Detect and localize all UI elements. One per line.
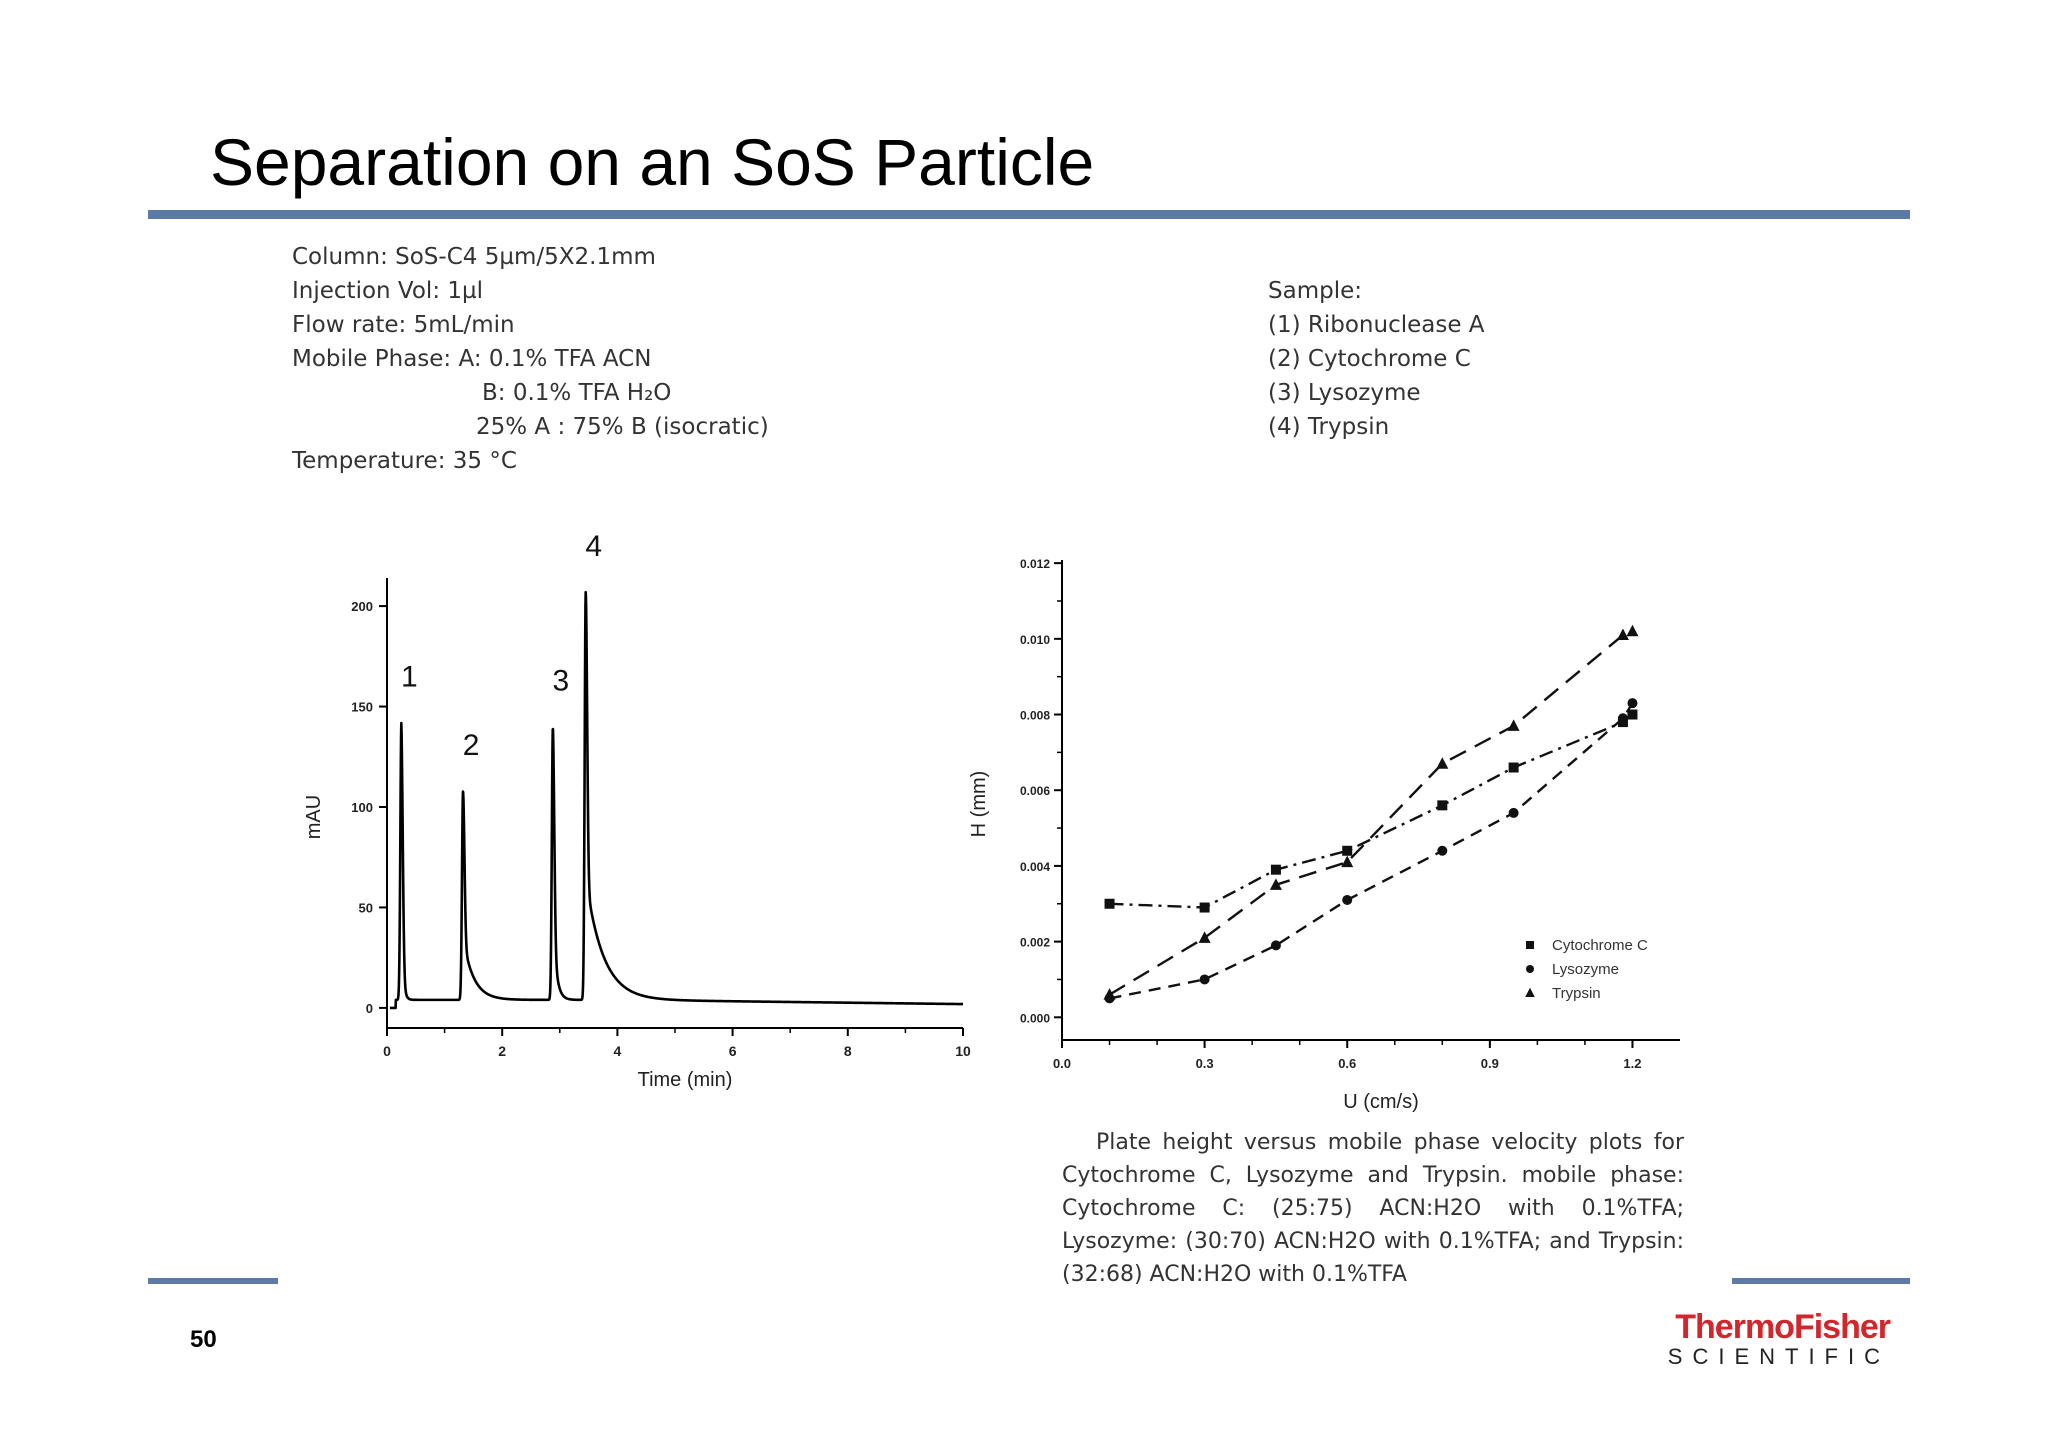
mobile-phase-ratio: 25% A : 75% B (isocratic) [476,414,769,440]
hplot-point [1199,902,1210,913]
sample-item: (4) Trypsin [1268,414,1390,440]
sample-list: Sample: (1) Ribonuclease A (2) Cytochrom… [1268,274,1485,444]
column-spec: Column: SoS-C4 5µm/5X2.1mm [292,244,656,270]
sample-item: (2) Cytochrome C [1268,346,1471,372]
legend-marker [1526,941,1534,949]
peak-label: 2 [463,729,480,762]
slide-title: Separation on an SoS Particle [210,125,1095,199]
hplot-point [1437,845,1448,856]
hplot-y-label: H (mm) [968,771,990,838]
caption-text: Plate height versus mobile phase velocit… [1062,1130,1684,1287]
chromatogram-x-tick-label: 10 [955,1043,971,1059]
hplot-series-line [1109,713,1634,909]
hplot-x-tick-label: 0.0 [1053,1056,1071,1071]
hplot-point [1104,898,1115,909]
chromatogram-y-label: mAU [303,795,325,839]
hplot-point [1617,713,1628,724]
hplot-x-tick-label: 0.3 [1196,1056,1214,1071]
hplot-point [1198,931,1211,943]
hplot-point [1436,757,1449,769]
chromatogram-y-tick-label: 200 [351,599,373,614]
chromatogram-y-tick-label: 50 [359,900,373,915]
chromatogram-y-tick-label: 0 [366,1001,373,1016]
hplot-point [1342,894,1353,905]
chromatogram-x-label: Time (min) [638,1069,733,1091]
hplot-point [1341,855,1354,868]
logo-scientific: SCIENTIFIC [1667,1344,1890,1369]
hplot-point [1103,988,1116,1000]
hplot-y-tick-label: 0.004 [1020,860,1050,874]
hplot-y-tick-label: 0.000 [1020,1011,1050,1025]
hplot-y-tick-label: 0.012 [1020,557,1050,571]
hplot-point [1627,709,1638,720]
legend-label: Trypsin [1552,985,1601,1002]
hplot-y-tick-label: 0.008 [1020,709,1050,723]
title-rule [148,210,1910,219]
hplot-point [1270,864,1281,875]
peak-label: 3 [553,665,570,698]
chromatogram-x-tick-label: 0 [383,1043,391,1059]
injection-volume: Injection Vol: 1µl [292,278,484,304]
hplot-x-tick-label: 0.6 [1338,1056,1356,1071]
hplot-point [1508,762,1519,773]
figure-caption: Plate height versus mobile phase velocit… [1062,1126,1684,1291]
hplot-y-tick-label: 0.006 [1020,784,1050,798]
hplot-series-line [1109,702,1634,1000]
hplot-x-tick-label: 1.2 [1623,1056,1641,1071]
chromatogram-y-tick-label: 150 [351,700,373,715]
hplot-point [1626,624,1639,637]
footer-rule-right [1732,1278,1910,1284]
temperature: Temperature: 35 °C [292,448,517,474]
logo-fisher: Fisher [1793,1308,1891,1346]
hplot-point [1437,800,1448,811]
hplot-point [1270,940,1281,951]
legend-marker [1526,965,1534,973]
logo-thermo: Thermo [1675,1308,1795,1346]
chromatogram-trace [388,590,965,1010]
chromatogram-x-tick-label: 4 [614,1043,622,1059]
hplot-series-line [1108,630,1633,996]
hplot-y-tick-label: 0.010 [1020,633,1050,647]
mobile-phase-b: B: 0.1% TFA H₂O [482,380,672,406]
hplot-point [1616,628,1629,641]
chromatogram-x-tick-label: 8 [844,1043,852,1059]
peak-label: 1 [401,661,418,694]
hplot-x-tick-label: 0.9 [1481,1056,1499,1071]
hplot-point [1199,974,1210,985]
hplot-point [1627,698,1638,709]
mobile-phase-a: Mobile Phase: A: 0.1% TFA ACN [292,346,652,372]
hplot-point [1507,719,1520,731]
hplot-point [1342,845,1353,856]
legend-label: Lysozyme [1552,961,1619,978]
sample-item: (3) Lysozyme [1268,380,1421,406]
hplot-y-tick-label: 0.002 [1020,936,1050,950]
peak-label: 4 [585,530,602,563]
legend-label: Cytochrome C [1552,937,1648,954]
sample-heading: Sample: [1268,278,1362,304]
hplot-point [1269,878,1282,890]
chromatogram-x-tick-label: 2 [498,1043,506,1059]
run-conditions: Column: SoS-C4 5µm/5X2.1mm Injection Vol… [292,240,769,478]
footer-rule-left [148,1278,278,1284]
hplot-x-label: U (cm/s) [1343,1091,1419,1113]
page-number: 50 [190,1326,217,1353]
sample-item: (1) Ribonuclease A [1268,312,1485,338]
flow-rate: Flow rate: 5mL/min [292,312,515,338]
thermo-fisher-logo: ThermoFisher [1640,1308,1891,1347]
hplot-point [1508,807,1519,818]
chromatogram-x-tick-label: 6 [729,1043,737,1059]
chromatogram-y-tick-label: 100 [351,800,373,815]
legend-marker [1525,987,1535,997]
